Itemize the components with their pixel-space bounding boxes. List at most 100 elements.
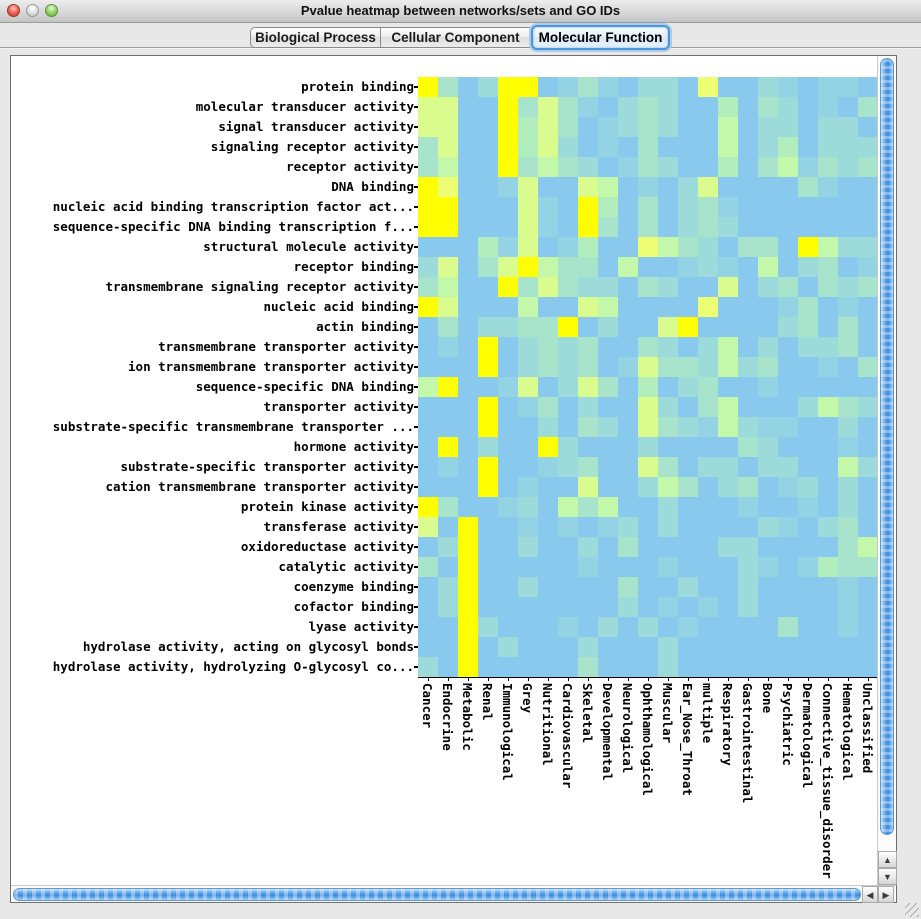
column-label: Bone: [760, 683, 775, 714]
heatmap-cell: [478, 617, 498, 637]
scroll-right-button[interactable]: ▶: [878, 886, 894, 903]
heatmap-cell: [518, 217, 538, 237]
vertical-scrollbar[interactable]: ▲ ▼: [877, 56, 897, 885]
heatmap-cell: [598, 497, 618, 517]
heatmap-cell: [578, 157, 598, 177]
heatmap-cell: [798, 397, 818, 417]
heatmap-cell: [758, 517, 778, 537]
x-tick: [528, 678, 529, 681]
heatmap-cell: [438, 117, 458, 137]
resize-grip[interactable]: [905, 903, 919, 917]
heatmap-cell: [418, 77, 438, 97]
heatmap-cell: [418, 637, 438, 657]
heatmap-cell: [658, 157, 678, 177]
heatmap-cell: [718, 517, 738, 537]
heatmap-cell: [558, 137, 578, 157]
row-label: protein binding: [301, 79, 414, 94]
heatmap-cell: [578, 297, 598, 317]
heatmap-cell: [418, 437, 438, 457]
heatmap-cell: [618, 637, 638, 657]
scroll-left-button[interactable]: ◀: [862, 886, 878, 903]
heatmap-cell: [658, 397, 678, 417]
scroll-up-button[interactable]: ▲: [878, 851, 897, 868]
y-tick: [414, 366, 418, 368]
heatmap-cell: [698, 637, 718, 657]
heatmap-cell: [618, 497, 638, 517]
column-label: Gastrointestinal: [740, 683, 755, 804]
heatmap-cell: [458, 97, 478, 117]
heatmap-cell: [818, 617, 838, 637]
vertical-scrollbar-thumb[interactable]: [880, 58, 894, 835]
column-label: Cardiovascular: [560, 683, 575, 789]
heatmap-cell: [438, 197, 458, 217]
heatmap-cell: [798, 117, 818, 137]
title-bar[interactable]: Pvalue heatmap between networks/sets and…: [0, 0, 921, 23]
heatmap-cell: [778, 377, 798, 397]
heatmap-cell: [538, 197, 558, 217]
heatmap-cell: [758, 137, 778, 157]
heatmap-cell: [698, 317, 718, 337]
heatmap-cell: [858, 617, 878, 637]
heatmap-cell: [638, 417, 658, 437]
heatmap-cell: [678, 457, 698, 477]
heatmap-cell: [858, 517, 878, 537]
heatmap-cell: [698, 457, 718, 477]
heatmap-cell: [798, 237, 818, 257]
heatmap-cell: [618, 377, 638, 397]
heatmap-cell: [678, 277, 698, 297]
heatmap-cell: [678, 297, 698, 317]
heatmap-cell: [638, 217, 658, 237]
horizontal-scrollbar-thumb[interactable]: [13, 888, 861, 901]
heatmap-cell: [718, 137, 738, 157]
heatmap-cell: [698, 437, 718, 457]
heatmap-cell: [538, 617, 558, 637]
heatmap-cell: [678, 397, 698, 417]
heatmap-cell: [438, 337, 458, 357]
heatmap-cell: [698, 537, 718, 557]
heatmap-cell: [538, 457, 558, 477]
heatmap-cell: [538, 557, 558, 577]
heatmap-cell: [578, 177, 598, 197]
heatmap-cell: [578, 257, 598, 277]
heatmap-cell: [418, 397, 438, 417]
heatmap-cell: [818, 517, 838, 537]
heatmap-cell: [498, 257, 518, 277]
zoom-button[interactable]: [45, 4, 58, 17]
heatmap-cell: [838, 417, 858, 437]
heatmap-cell: [718, 77, 738, 97]
y-tick: [414, 646, 418, 648]
heatmap-cell: [758, 257, 778, 277]
close-button[interactable]: [7, 4, 20, 17]
x-tick: [768, 678, 769, 681]
tab-molecular-function[interactable]: Molecular Function: [531, 25, 670, 50]
heatmap-cell: [678, 137, 698, 157]
scroll-down-button[interactable]: ▼: [878, 868, 897, 885]
heatmap-cell: [458, 377, 478, 397]
heatmap-cell: [578, 137, 598, 157]
heatmap-cell: [698, 157, 718, 177]
heatmap-cell: [498, 77, 518, 97]
heatmap-cell: [518, 277, 538, 297]
heatmap-cell: [478, 157, 498, 177]
heatmap-cell: [618, 517, 638, 537]
heatmap-cell: [678, 497, 698, 517]
heatmap-cell: [778, 397, 798, 417]
heatmap-cell: [678, 157, 698, 177]
tab-label: Molecular Function: [538, 30, 663, 45]
heatmap-cell: [598, 217, 618, 237]
heatmap-cell: [718, 337, 738, 357]
tab-cellular-component[interactable]: Cellular Component: [381, 27, 531, 48]
tab-biological-process[interactable]: Biological Process: [250, 27, 381, 48]
minimize-button[interactable]: [26, 4, 39, 17]
heatmap-cell: [638, 597, 658, 617]
heatmap-cell: [798, 417, 818, 437]
horizontal-scrollbar[interactable]: ◀ ▶: [11, 885, 896, 903]
heatmap-cell: [438, 237, 458, 257]
heatmap-cell: [538, 357, 558, 377]
heatmap-cell: [838, 337, 858, 357]
heatmap-cell: [758, 197, 778, 217]
heatmap-cell: [618, 617, 638, 637]
heatmap-cell: [618, 157, 638, 177]
heatmap-cell: [538, 157, 558, 177]
heatmap-cell: [578, 577, 598, 597]
